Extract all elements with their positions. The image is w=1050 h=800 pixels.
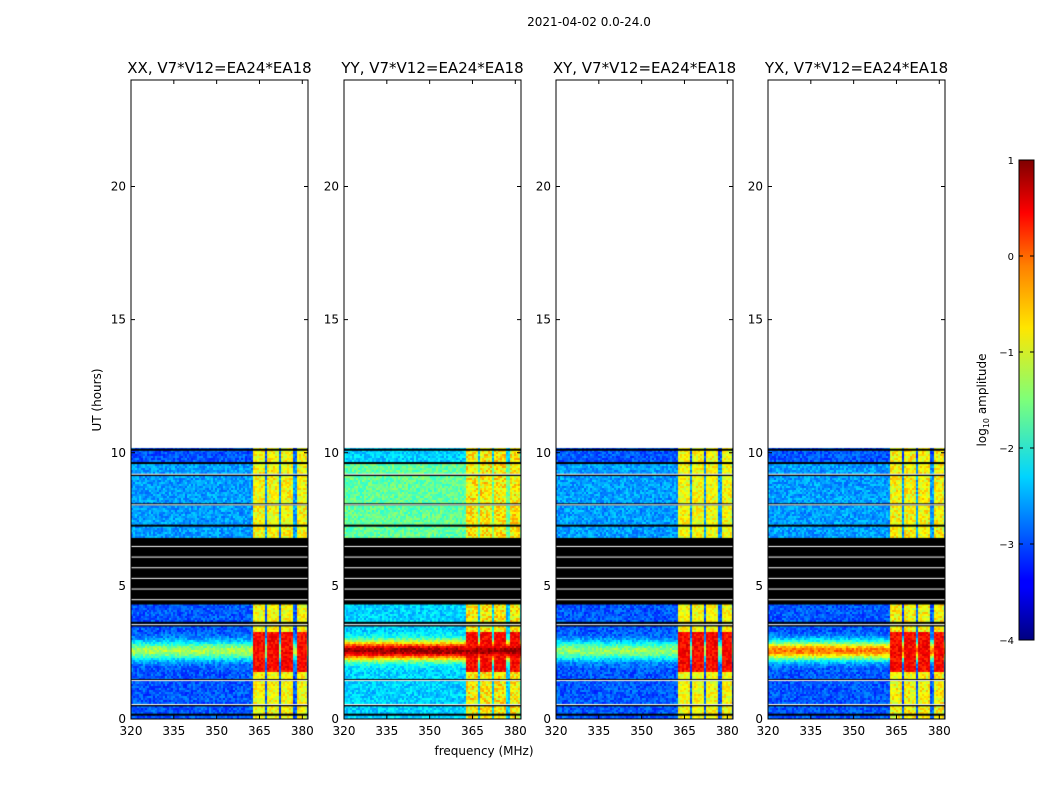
x-tick-label: 335	[799, 724, 822, 738]
x-tick-label: 380	[291, 724, 314, 738]
panel-3-heatmap	[768, 80, 945, 719]
x-tick-label: 335	[375, 724, 398, 738]
panel-2-frame	[555, 79, 734, 720]
panel-0-frame	[130, 79, 309, 720]
colorbar-tick-label: −4	[999, 636, 1014, 647]
colorbar-tick-label: −2	[999, 444, 1014, 455]
figure-title: 2021-04-02 0.0-24.0	[527, 15, 651, 29]
panel-2-heatmap	[556, 80, 733, 719]
y-tick-label: 20	[324, 180, 339, 194]
panel-1: YY, V7*V12=EA24*EA18 320 335 350 365 380 0 5 10 1…	[324, 59, 527, 738]
y-tick-label: 0	[543, 712, 551, 726]
x-tick-label: 350	[205, 724, 228, 738]
y-tick-label: 5	[543, 579, 551, 593]
y-tick-label: 0	[118, 712, 126, 726]
x-tick-label: 365	[885, 724, 908, 738]
x-tick-label: 365	[248, 724, 271, 738]
y-tick-label: 15	[111, 313, 126, 327]
y-tick-label: 5	[331, 579, 339, 593]
y-tick-label: 0	[331, 712, 339, 726]
colorbar-gradient	[1018, 159, 1035, 641]
y-tick-label: 5	[755, 579, 763, 593]
colorbar-tick-label: −3	[999, 540, 1014, 551]
x-tick-label: 320	[757, 724, 780, 738]
panel-3-title: YX, V7*V12=EA24*EA18	[764, 59, 948, 77]
panel-2-title: XY, V7*V12=EA24*EA18	[553, 59, 736, 77]
y-tick-label: 10	[536, 446, 551, 460]
colorbar-label: log10 amplitude	[975, 354, 991, 447]
x-tick-label: 365	[461, 724, 484, 738]
x-tick-label: 335	[587, 724, 610, 738]
panel-1-frame	[343, 79, 522, 720]
y-tick-label: 15	[324, 313, 339, 327]
colorbar-tick-label: 1	[1008, 156, 1014, 167]
colorbar-label-suffix: amplitude	[975, 354, 989, 418]
x-tick-label: 320	[120, 724, 143, 738]
y-tick-label: 0	[755, 712, 763, 726]
y-axis-label: UT (hours)	[90, 368, 104, 431]
colorbar-tick-label: −1	[999, 348, 1014, 359]
x-tick-label: 380	[716, 724, 739, 738]
x-tick-label: 365	[673, 724, 696, 738]
x-tick-label: 320	[333, 724, 356, 738]
colorbar-tick-label: 0	[1008, 252, 1014, 263]
colorbar-label-sub: 10	[982, 418, 991, 428]
x-tick-label: 350	[630, 724, 653, 738]
x-tick-label: 380	[504, 724, 527, 738]
colorbar-label-prefix: log	[975, 428, 989, 446]
y-tick-label: 15	[748, 313, 763, 327]
x-tick-label: 380	[928, 724, 951, 738]
panel-0-title: XX, V7*V12=EA24*EA18	[127, 59, 311, 77]
x-tick-label: 350	[418, 724, 441, 738]
panel-1-title: YY, V7*V12=EA24*EA18	[340, 59, 523, 77]
y-tick-label: 5	[118, 579, 126, 593]
y-tick-label: 10	[111, 446, 126, 460]
y-tick-label: 10	[748, 446, 763, 460]
x-tick-label: 350	[842, 724, 865, 738]
panel-3-frame	[767, 79, 946, 720]
x-tick-label: 335	[162, 724, 185, 738]
panel-2: XY, V7*V12=EA24*EA18 320 335 350 365 380 0 5 10 1…	[536, 59, 739, 738]
panel-3: YX, V7*V12=EA24*EA18 320 335 350 365 380 0 5 10 1…	[748, 59, 951, 738]
panel-0-heatmap	[131, 80, 308, 719]
colorbar: 10−1−2−3−4 log10 amplitude	[975, 156, 1035, 647]
y-tick-label: 20	[748, 180, 763, 194]
x-tick-label: 320	[545, 724, 568, 738]
y-tick-label: 20	[111, 180, 126, 194]
y-tick-label: 15	[536, 313, 551, 327]
x-axis-label: frequency (MHz)	[434, 744, 533, 758]
panel-0: XX, V7*V12=EA24*EA18 320 335 350 365 380 0 5 10 1…	[111, 59, 314, 738]
y-tick-label: 10	[324, 446, 339, 460]
y-tick-label: 20	[536, 180, 551, 194]
panel-1-heatmap	[344, 80, 521, 719]
